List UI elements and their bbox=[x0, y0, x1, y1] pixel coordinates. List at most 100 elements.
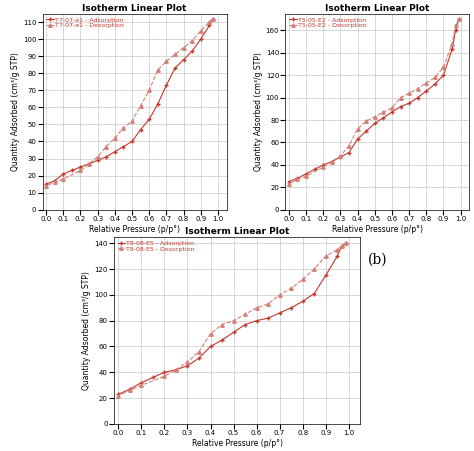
T7-07-e1 - Adsorption bbox=[207, 23, 212, 28]
T7-07-e1 - Desorption bbox=[207, 19, 212, 25]
T7-07-e1 - Desorption bbox=[146, 87, 152, 93]
T7-07-e1 - Desorption bbox=[78, 168, 83, 173]
T5-05-E2 - Adsorption bbox=[286, 179, 292, 184]
T8-08-E5 - Adsorption bbox=[323, 273, 328, 278]
T8-08-E5 - Desorption bbox=[127, 388, 133, 393]
T8-08-E5 - Desorption bbox=[277, 292, 283, 298]
T5-05-E2 - Adsorption bbox=[449, 47, 455, 52]
T7-07-e1 - Desorption bbox=[61, 176, 66, 182]
T8-08-E5 - Desorption bbox=[344, 240, 349, 246]
Line: T7-07-e1 - Desorption: T7-07-e1 - Desorption bbox=[45, 17, 215, 188]
T8-08-E5 - Adsorption bbox=[138, 380, 144, 385]
T5-05-E2 - Desorption bbox=[286, 181, 292, 187]
Y-axis label: Quantity Adsorbed (cm³/g STP): Quantity Adsorbed (cm³/g STP) bbox=[11, 52, 20, 171]
T7-07-e1 - Adsorption bbox=[129, 139, 135, 144]
T7-07-e1 - Desorption bbox=[43, 183, 49, 189]
T8-08-E5 - Desorption bbox=[231, 318, 237, 323]
T5-05-E2 - Adsorption bbox=[406, 101, 412, 106]
T5-05-E2 - Desorption bbox=[449, 41, 455, 46]
Legend: T7-07-e1 - Adsorption, T7-07-e1 - Desorption: T7-07-e1 - Adsorption, T7-07-e1 - Desorp… bbox=[46, 17, 125, 29]
T5-05-E2 - Adsorption bbox=[372, 121, 378, 126]
Title: Isotherm Linear Plot: Isotherm Linear Plot bbox=[82, 4, 187, 13]
T8-08-E5 - Desorption bbox=[265, 301, 271, 307]
T5-05-E2 - Desorption bbox=[346, 143, 352, 148]
T7-07-e1 - Adsorption bbox=[78, 164, 83, 170]
Line: T8-08-E5 - Desorption: T8-08-E5 - Desorption bbox=[117, 241, 348, 397]
T7-07-e1 - Adsorption bbox=[86, 161, 92, 166]
T8-08-E5 - Desorption bbox=[339, 243, 345, 249]
T5-05-E2 - Desorption bbox=[453, 22, 458, 28]
T5-05-E2 - Desorption bbox=[415, 86, 420, 92]
T5-05-E2 - Desorption bbox=[381, 110, 386, 115]
T7-07-e1 - Adsorption bbox=[146, 117, 152, 122]
T8-08-E5 - Adsorption bbox=[288, 305, 294, 310]
T7-07-e1 - Desorption bbox=[189, 38, 195, 44]
T5-05-E2 - Desorption bbox=[441, 64, 447, 70]
Y-axis label: Quantity Adsorbed (cm³/g STP): Quantity Adsorbed (cm³/g STP) bbox=[254, 52, 263, 171]
Line: T7-07-e1 - Adsorption: T7-07-e1 - Adsorption bbox=[45, 17, 215, 186]
T5-05-E2 - Adsorption bbox=[363, 129, 369, 134]
T8-08-E5 - Adsorption bbox=[344, 240, 349, 246]
T7-07-e1 - Adsorption bbox=[198, 37, 204, 42]
T7-07-e1 - Adsorption bbox=[172, 65, 178, 71]
T8-08-E5 - Adsorption bbox=[231, 330, 237, 335]
T7-07-e1 - Adsorption bbox=[210, 16, 216, 21]
Line: T5-05-E2 - Adsorption: T5-05-E2 - Adsorption bbox=[287, 18, 461, 184]
T5-05-E2 - Adsorption bbox=[355, 136, 360, 142]
T7-07-e1 - Desorption bbox=[95, 154, 100, 160]
T8-08-E5 - Adsorption bbox=[300, 299, 306, 304]
T8-08-E5 - Desorption bbox=[242, 312, 248, 317]
T5-05-E2 - Desorption bbox=[320, 165, 326, 170]
T7-07-e1 - Desorption bbox=[112, 135, 118, 141]
T5-05-E2 - Adsorption bbox=[453, 28, 458, 33]
T8-08-E5 - Desorption bbox=[208, 331, 213, 336]
T8-08-E5 - Adsorption bbox=[127, 387, 133, 392]
T8-08-E5 - Desorption bbox=[196, 349, 202, 354]
T8-08-E5 - Adsorption bbox=[173, 367, 179, 373]
T7-07-e1 - Desorption bbox=[120, 125, 126, 130]
T7-07-e1 - Adsorption bbox=[52, 178, 57, 184]
T7-07-e1 - Adsorption bbox=[112, 149, 118, 154]
T5-05-E2 - Desorption bbox=[398, 95, 403, 100]
T5-05-E2 - Adsorption bbox=[389, 110, 395, 115]
T8-08-E5 - Desorption bbox=[311, 267, 317, 272]
T7-07-e1 - Desorption bbox=[103, 144, 109, 149]
T5-05-E2 - Adsorption bbox=[303, 171, 309, 176]
T8-08-E5 - Adsorption bbox=[185, 363, 191, 368]
T8-08-E5 - Adsorption bbox=[334, 253, 340, 259]
X-axis label: Relative Pressure (p/p°): Relative Pressure (p/p°) bbox=[191, 439, 283, 448]
T8-08-E5 - Adsorption bbox=[265, 315, 271, 321]
T8-08-E5 - Desorption bbox=[138, 382, 144, 388]
T5-05-E2 - Desorption bbox=[294, 177, 300, 182]
T8-08-E5 - Desorption bbox=[116, 393, 121, 398]
T7-07-e1 - Adsorption bbox=[181, 57, 186, 62]
T7-07-e1 - Desorption bbox=[210, 16, 216, 21]
Y-axis label: Quantity Adsorbed (cm³/g STP): Quantity Adsorbed (cm³/g STP) bbox=[82, 271, 91, 390]
T7-07-e1 - Desorption bbox=[172, 52, 178, 57]
T8-08-E5 - Adsorption bbox=[277, 310, 283, 316]
T7-07-e1 - Adsorption bbox=[138, 127, 144, 132]
T5-05-E2 - Desorption bbox=[372, 114, 378, 120]
T8-08-E5 - Adsorption bbox=[208, 344, 213, 349]
T5-05-E2 - Desorption bbox=[363, 119, 369, 124]
T8-08-E5 - Adsorption bbox=[196, 355, 202, 361]
T8-08-E5 - Desorption bbox=[173, 367, 179, 373]
T5-05-E2 - Adsorption bbox=[415, 95, 420, 100]
T8-08-E5 - Adsorption bbox=[150, 375, 156, 380]
T5-05-E2 - Desorption bbox=[337, 153, 343, 159]
T5-05-E2 - Adsorption bbox=[346, 150, 352, 155]
T7-07-e1 - Desorption bbox=[155, 67, 161, 73]
T8-08-E5 - Desorption bbox=[185, 359, 191, 365]
T7-07-e1 - Adsorption bbox=[155, 101, 161, 106]
T5-05-E2 - Adsorption bbox=[432, 82, 438, 87]
T5-05-E2 - Adsorption bbox=[441, 73, 447, 78]
X-axis label: Relative Pressure (p/p°): Relative Pressure (p/p°) bbox=[332, 225, 423, 234]
T7-07-e1 - Adsorption bbox=[189, 48, 195, 54]
T8-08-E5 - Adsorption bbox=[219, 337, 225, 343]
T7-07-e1 - Desorption bbox=[86, 161, 92, 166]
T8-08-E5 - Desorption bbox=[334, 247, 340, 253]
T5-05-E2 - Adsorption bbox=[337, 154, 343, 160]
T8-08-E5 - Desorption bbox=[323, 253, 328, 259]
T5-05-E2 - Adsorption bbox=[320, 162, 326, 168]
T8-08-E5 - Desorption bbox=[219, 322, 225, 327]
